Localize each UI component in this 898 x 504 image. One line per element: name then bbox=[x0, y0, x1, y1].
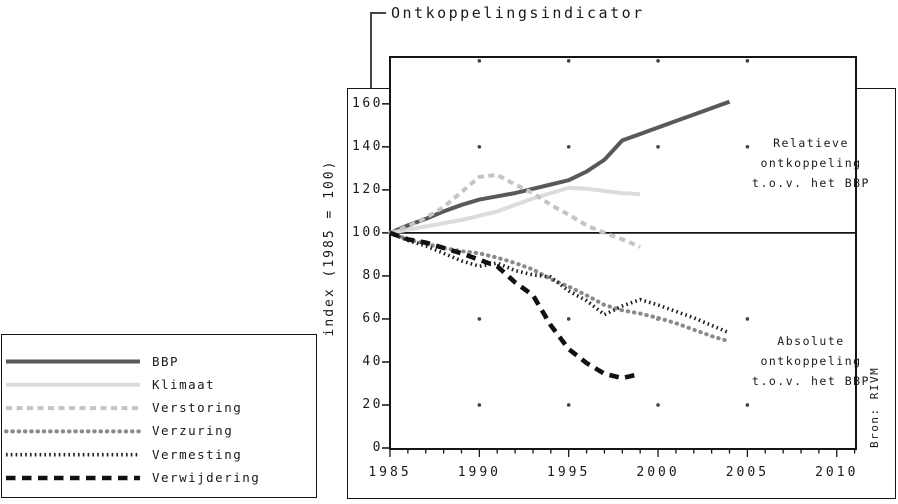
legend-label-verzuring: Verzuring bbox=[152, 423, 234, 439]
y-tick-label: 60 bbox=[362, 310, 383, 326]
grid-dot bbox=[566, 317, 571, 321]
grid-dot bbox=[656, 145, 660, 149]
legend-label-klimaat: Klimaat bbox=[152, 376, 216, 392]
grid-dot bbox=[656, 59, 660, 63]
series-line-bbp bbox=[389, 99, 731, 235]
y-tick-label: 80 bbox=[362, 267, 383, 283]
x-tick-label: 2005 bbox=[725, 465, 770, 480]
series-line-verzuring bbox=[388, 230, 732, 344]
grid-dot bbox=[566, 145, 571, 149]
y-tick-label: 40 bbox=[362, 353, 383, 369]
grid-dot bbox=[656, 403, 660, 407]
grid-dot bbox=[477, 145, 482, 149]
grid-dot bbox=[566, 59, 571, 63]
series-line-klimaat bbox=[389, 185, 641, 235]
y-tick-label: 120 bbox=[352, 181, 383, 197]
x-tick-label: 1990 bbox=[457, 465, 501, 480]
series-line-verwijdering bbox=[389, 230, 641, 381]
grid-dot bbox=[745, 59, 750, 63]
y-tick-label: 160 bbox=[352, 95, 383, 111]
grid-dot bbox=[477, 59, 482, 63]
source-note: Bron: RIVM bbox=[868, 366, 881, 448]
grid-dot bbox=[477, 403, 482, 407]
x-tick-label: 1985 bbox=[368, 465, 412, 480]
legend-label-verwijdering: Verwijdering bbox=[152, 470, 261, 485]
y-tick-label: 20 bbox=[362, 396, 383, 412]
legend-label-vermesting: Vermesting bbox=[152, 446, 243, 462]
legend-label-bbp: BBP bbox=[152, 353, 180, 369]
legend-label-verstoring: Verstoring bbox=[152, 400, 243, 416]
y-tick-label: 100 bbox=[352, 224, 383, 240]
grid-dot bbox=[477, 317, 482, 321]
grid-dot bbox=[566, 403, 571, 407]
x-tick-label: 2000 bbox=[636, 465, 680, 480]
annotation-absolute-decoupling: Absolute ontkoppeling t.o.v. het BBP bbox=[752, 334, 870, 388]
x-tick-label: 2010 bbox=[815, 465, 859, 480]
title-connector-horizontal-line bbox=[370, 12, 386, 14]
y-tick-label: 140 bbox=[352, 138, 383, 154]
y-axis-title: index (1985 = 100) bbox=[322, 159, 337, 337]
annotation-relative-decoupling: Relatieve ontkoppeling t.o.v. het BBP bbox=[752, 136, 870, 190]
y-tick-label: 0 bbox=[372, 440, 383, 455]
grid-dot bbox=[745, 145, 750, 149]
series-line-vermesting bbox=[389, 231, 731, 335]
x-tick-label: 1995 bbox=[547, 465, 591, 480]
grid-dot bbox=[745, 403, 750, 407]
chart-title: Ontkoppelingsindicator bbox=[391, 4, 645, 22]
grid-dot bbox=[745, 317, 750, 321]
legend-box bbox=[1, 334, 317, 498]
title-connector-vertical-line bbox=[370, 13, 372, 89]
series-line-verstoring bbox=[389, 172, 641, 249]
plot-area-frame bbox=[389, 56, 857, 450]
